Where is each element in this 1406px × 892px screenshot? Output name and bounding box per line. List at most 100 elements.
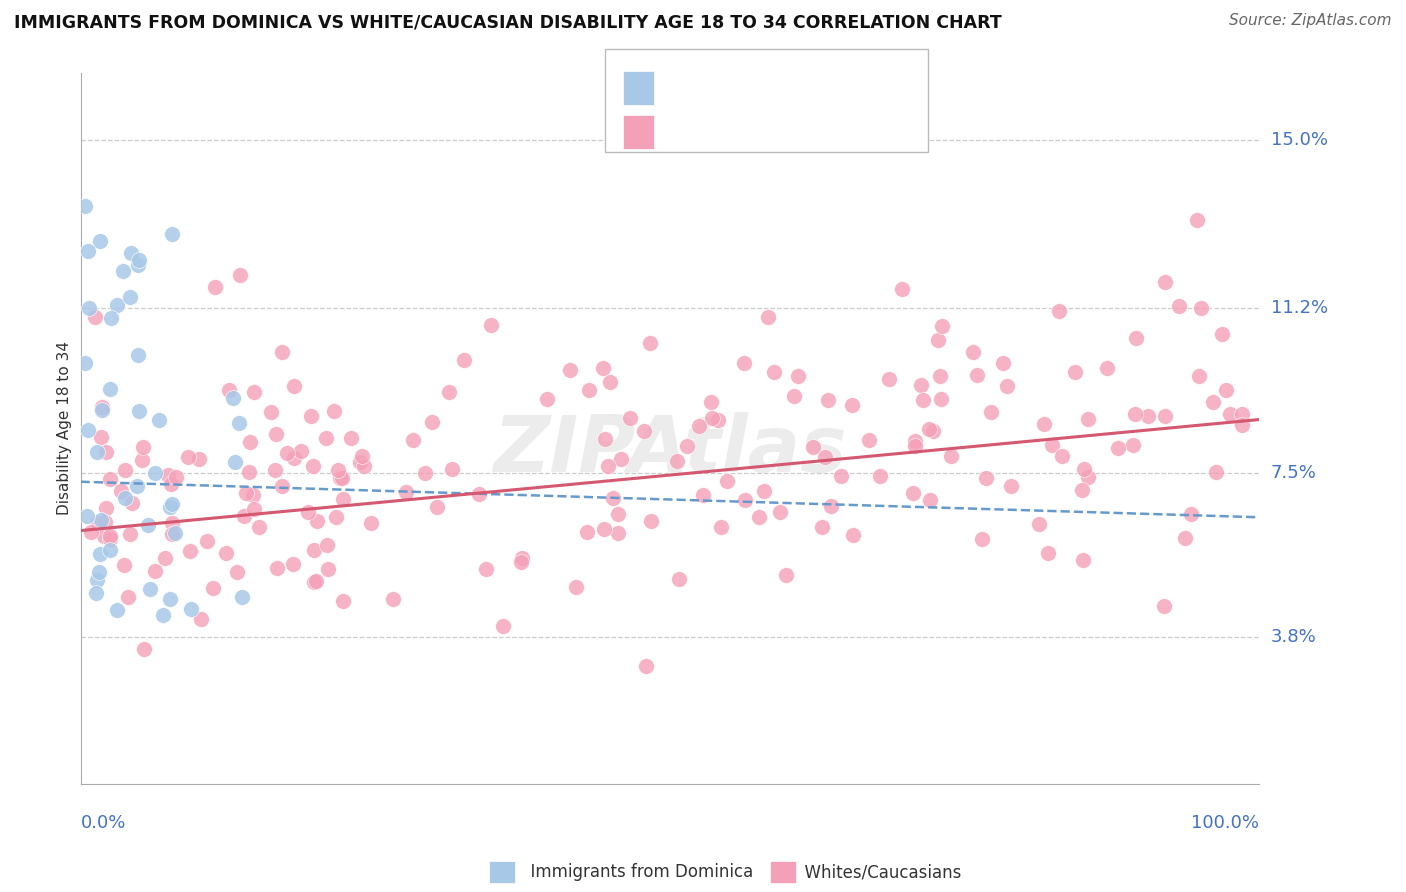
Point (157, 467, 180, 482)
Point (80, 524, 103, 539)
Point (995, 379, 1018, 393)
Point (283, 450, 305, 465)
Point (707, 413, 730, 427)
Point (160, 516, 183, 530)
Point (349, 455, 371, 469)
Point (225, 565, 247, 579)
Point (1189, 301, 1212, 316)
Point (1063, 365, 1085, 379)
Point (204, 280, 226, 294)
Point (224, 455, 246, 469)
Text: R =: R = (664, 124, 703, 142)
Point (394, 485, 416, 500)
Point (716, 474, 738, 488)
Point (201, 582, 224, 596)
Point (402, 434, 425, 448)
Text: N=: N= (766, 124, 800, 142)
Point (90, 430, 112, 444)
Point (841, 398, 863, 412)
Point (77, 301, 100, 315)
Point (420, 415, 443, 429)
Point (325, 510, 347, 524)
Text: 3.8%: 3.8% (1271, 628, 1316, 646)
Point (607, 507, 630, 521)
Text: 0.363: 0.363 (707, 124, 763, 142)
Point (1033, 417, 1056, 431)
Point (1123, 407, 1146, 421)
Point (132, 641, 155, 656)
Point (281, 557, 304, 571)
Point (160, 497, 183, 511)
Point (748, 510, 770, 524)
Point (991, 356, 1014, 370)
Point (1070, 483, 1092, 497)
Point (1107, 441, 1129, 455)
Point (610, 452, 633, 467)
Point (132, 440, 155, 454)
Point (811, 519, 834, 533)
Point (136, 517, 159, 532)
Point (904, 439, 927, 453)
Point (302, 574, 325, 589)
Point (100, 472, 122, 486)
Point (814, 450, 837, 465)
Point (910, 378, 932, 392)
Point (1211, 326, 1233, 341)
Point (247, 519, 270, 533)
Point (139, 582, 162, 597)
Point (479, 318, 502, 333)
Point (426, 500, 449, 515)
Point (1000, 479, 1022, 493)
Point (858, 433, 880, 447)
Point (94, 515, 117, 529)
Text: 199: 199 (806, 124, 844, 142)
Point (1187, 213, 1209, 227)
Point (1232, 417, 1254, 432)
Point (803, 440, 825, 454)
Point (966, 368, 988, 382)
Text: 0.0%: 0.0% (80, 814, 127, 832)
Point (94, 500, 117, 515)
Point (640, 514, 662, 528)
Point (73, 356, 96, 370)
Point (330, 471, 353, 485)
Point (558, 363, 581, 377)
Point (1215, 384, 1237, 398)
Point (264, 427, 287, 442)
Point (1028, 516, 1050, 531)
Point (315, 538, 337, 552)
Point (491, 619, 513, 633)
Text: IMMIGRANTS FROM DOMINICA VS WHITE/CAUCASIAN DISABILITY AGE 18 TO 34 CORRELATION : IMMIGRANTS FROM DOMINICA VS WHITE/CAUCAS… (14, 13, 1002, 31)
Point (328, 462, 350, 476)
Point (929, 392, 952, 406)
Text: ZIPAtlas: ZIPAtlas (494, 412, 846, 488)
Point (921, 424, 943, 438)
Point (453, 352, 475, 367)
Point (222, 391, 245, 405)
Point (188, 451, 211, 466)
Point (817, 392, 839, 407)
Point (1077, 412, 1099, 426)
Point (120, 290, 142, 304)
Point (87, 565, 110, 579)
Point (318, 562, 340, 576)
Text: Whites/Caucasians: Whites/Caucasians (794, 863, 962, 881)
Point (77, 423, 100, 437)
Point (475, 562, 498, 576)
Point (76, 508, 98, 523)
Point (86, 573, 108, 587)
Text: 100.0%: 100.0% (1191, 814, 1260, 832)
Point (1073, 462, 1095, 476)
Point (700, 411, 723, 425)
Point (592, 361, 614, 376)
Point (634, 658, 657, 673)
Point (775, 567, 797, 582)
Point (190, 612, 212, 626)
Point (76, 244, 98, 258)
Point (666, 453, 689, 467)
Point (128, 252, 150, 267)
Point (180, 601, 202, 615)
Point (302, 542, 325, 557)
Point (1205, 465, 1227, 479)
Point (155, 551, 177, 566)
